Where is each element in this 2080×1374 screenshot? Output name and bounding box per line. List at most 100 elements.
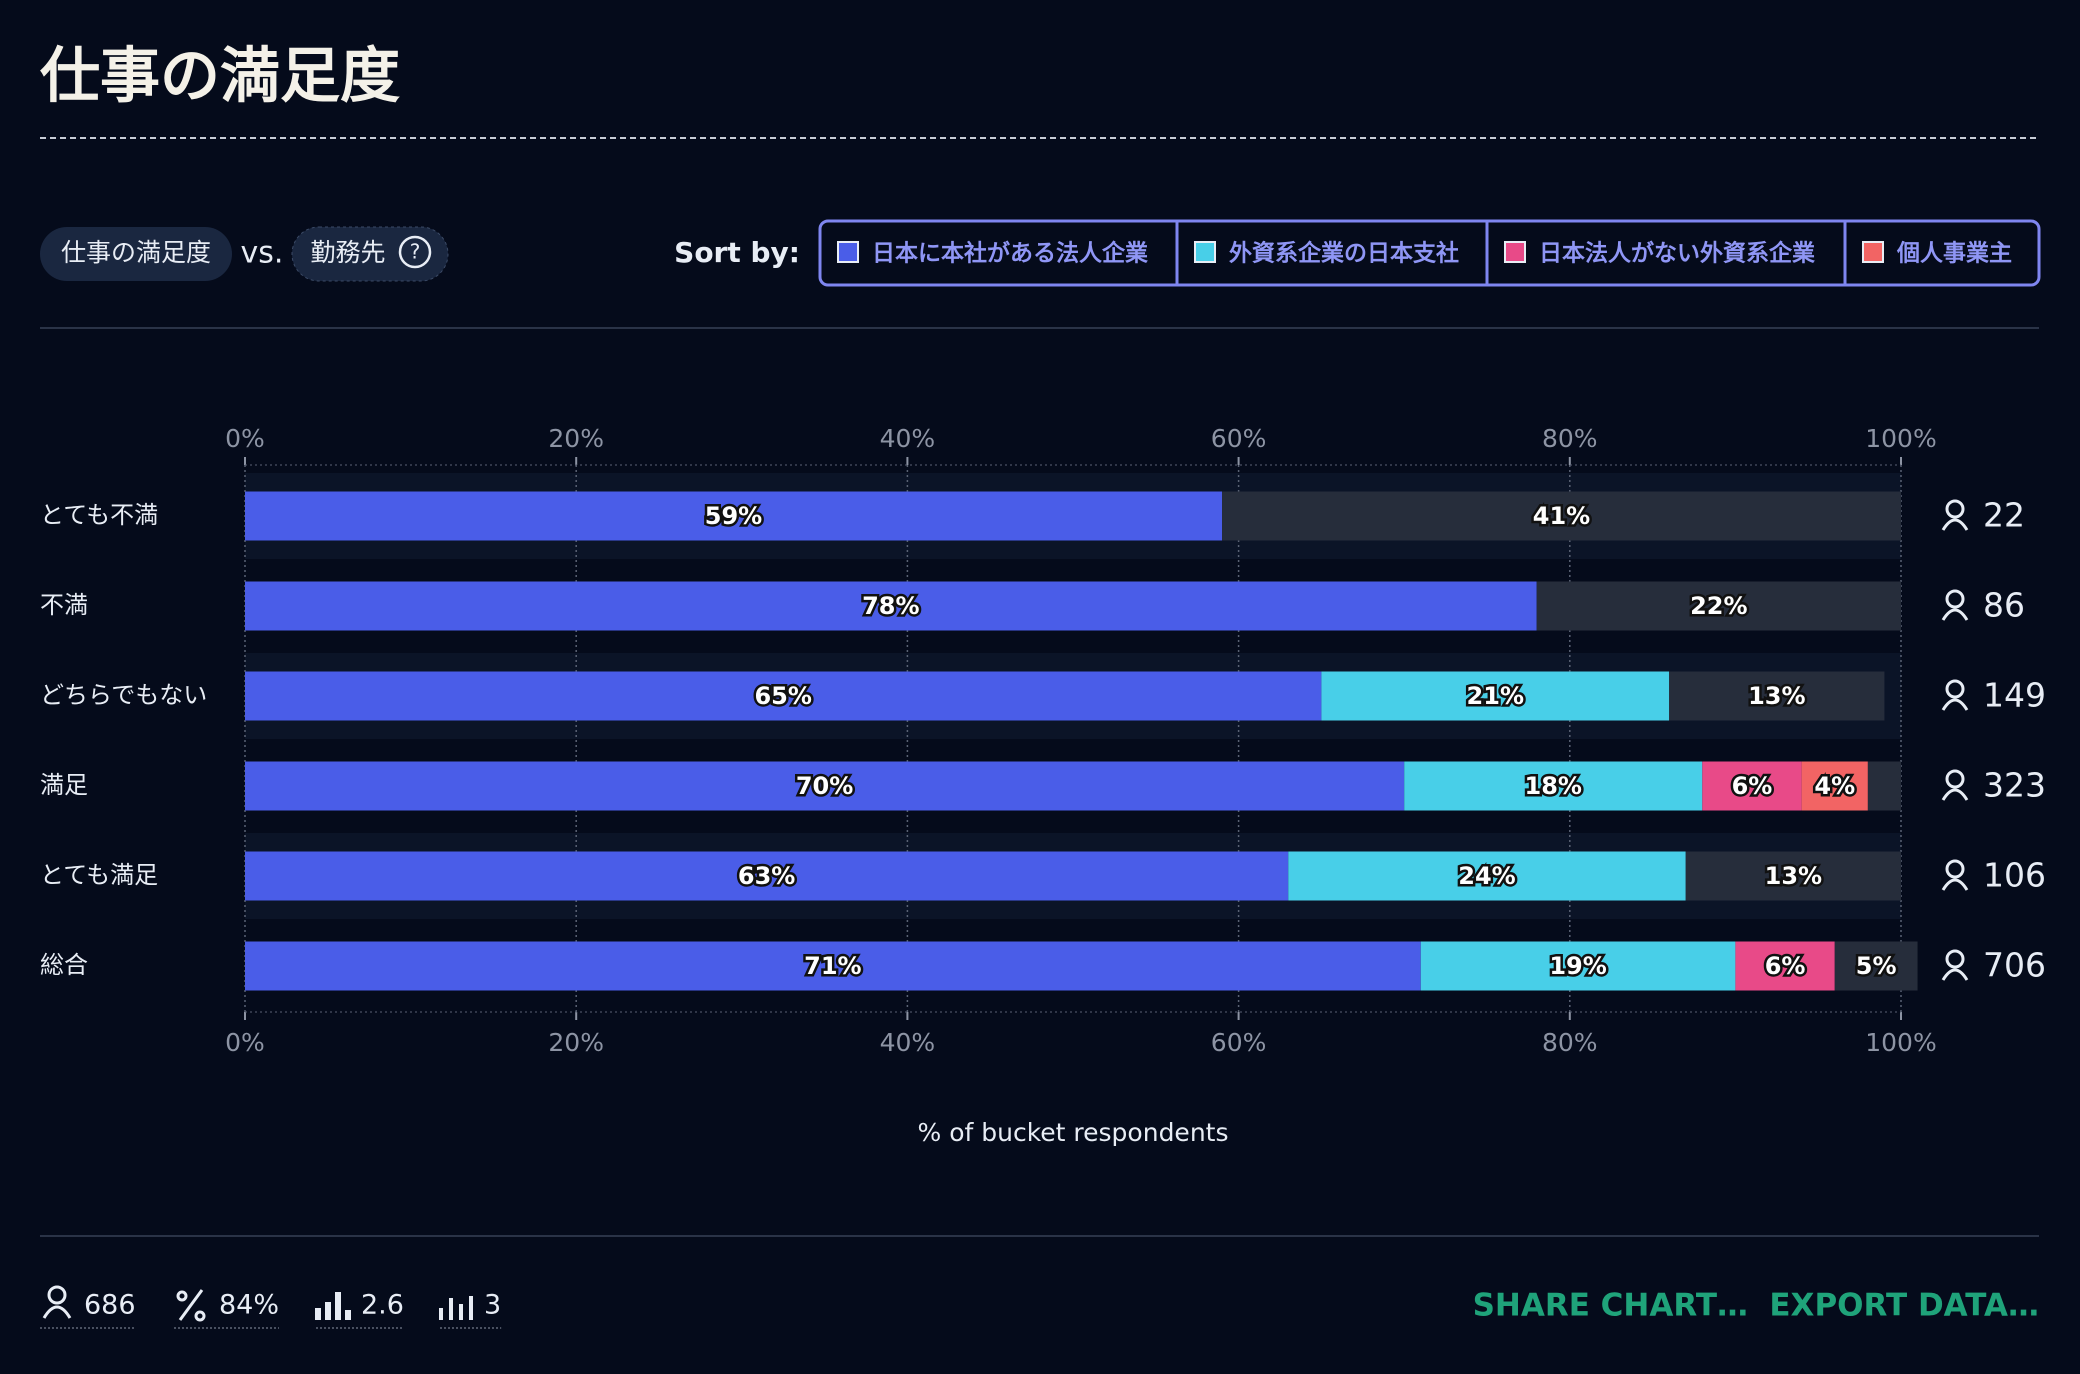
x-axis-title: % of bucket respondents bbox=[918, 1118, 1229, 1147]
bar-segment bbox=[1404, 761, 1703, 811]
y-tick-label: 総合 bbox=[40, 951, 88, 979]
x-tick-label-bottom: 40% bbox=[880, 1028, 936, 1057]
person-icon bbox=[1941, 878, 1969, 891]
data-label: 13% bbox=[1765, 862, 1822, 890]
footer-stat[interactable]: 2.6 bbox=[361, 1290, 404, 1321]
pill-text: 仕事の満足度 bbox=[61, 238, 211, 267]
x-tick-label-top: 100% bbox=[1865, 424, 1936, 453]
footer-stat[interactable]: 3 bbox=[484, 1290, 501, 1321]
respondent-count: 22 bbox=[1983, 496, 2025, 535]
bar-segment bbox=[1321, 671, 1670, 721]
y-tick-label: 不満 bbox=[40, 591, 88, 619]
footer-icons bbox=[42, 1285, 473, 1322]
data-label: 6% bbox=[1732, 772, 1773, 800]
bar-segment bbox=[245, 491, 1223, 541]
x-tick-label-top: 40% bbox=[880, 424, 936, 453]
pill[interactable] bbox=[40, 227, 232, 281]
person-icon bbox=[1945, 499, 1965, 519]
data-label: 24% bbox=[1458, 862, 1515, 890]
page-title: 仕事の満足度 bbox=[40, 42, 400, 112]
help-icon-mark: ? bbox=[410, 240, 421, 264]
respondent-count: 106 bbox=[1983, 856, 2046, 895]
x-tick-label-top: 20% bbox=[548, 424, 604, 453]
data-label: 19% bbox=[1549, 952, 1606, 980]
data-label: 78% bbox=[862, 592, 919, 620]
person-icon bbox=[1941, 518, 1969, 531]
x-tick-label-top: 60% bbox=[1211, 424, 1267, 453]
bar-segment bbox=[245, 671, 1322, 721]
bar-segment bbox=[1834, 941, 1918, 991]
bar-segment bbox=[1867, 761, 1901, 811]
bar-segment bbox=[1288, 851, 1686, 901]
bar-segment bbox=[245, 851, 1289, 901]
share-button[interactable]: SHARE CHART… bbox=[1473, 1288, 1748, 1324]
footer-stat[interactable]: 686 bbox=[84, 1290, 136, 1321]
legend-swatch[interactable] bbox=[837, 241, 859, 263]
bar-segment bbox=[1685, 851, 1901, 901]
bar-segment bbox=[1669, 671, 1885, 721]
bar-segment bbox=[1420, 941, 1736, 991]
data-label: 6% bbox=[1765, 952, 1806, 980]
footer-stat[interactable]: 84% bbox=[219, 1290, 279, 1321]
person-icon bbox=[1945, 589, 1965, 609]
pill-text: 勤務先 bbox=[310, 238, 385, 267]
bar-segment bbox=[1801, 761, 1868, 811]
legend-swatch[interactable] bbox=[1194, 241, 1216, 263]
data-label: 71% bbox=[804, 952, 861, 980]
y-tick-label: とても不満 bbox=[40, 501, 158, 529]
data-label: 22% bbox=[1690, 592, 1747, 620]
bar-segment bbox=[1536, 581, 1901, 631]
data-label: 70% bbox=[796, 772, 853, 800]
sort-label: Sort by: bbox=[674, 236, 800, 269]
x-tick-label-top: 80% bbox=[1542, 424, 1598, 453]
help-icon[interactable] bbox=[398, 235, 432, 269]
x-tick-label-bottom: 100% bbox=[1865, 1028, 1936, 1057]
data-label: 13% bbox=[1748, 682, 1805, 710]
person-icon bbox=[1941, 968, 1969, 981]
respondent-count: 149 bbox=[1983, 676, 2046, 715]
x-tick-label-top: 0% bbox=[225, 424, 265, 453]
data-label: 63% bbox=[738, 862, 795, 890]
y-tick-label: 満足 bbox=[40, 771, 88, 799]
bar-segment bbox=[1222, 491, 1901, 541]
bar-segment bbox=[245, 761, 1405, 811]
person-icon bbox=[1941, 698, 1969, 711]
data-label: 41% bbox=[1533, 502, 1590, 530]
person-icon bbox=[1945, 859, 1965, 879]
x-tick-label-bottom: 0% bbox=[225, 1028, 265, 1057]
export-button[interactable]: EXPORT DATA… bbox=[1769, 1288, 2039, 1324]
sort-group bbox=[818, 219, 2041, 287]
vs-text: vs. bbox=[241, 236, 284, 271]
bar-segment bbox=[245, 581, 1537, 631]
data-label: 5% bbox=[1856, 952, 1897, 980]
bar-segment bbox=[1702, 761, 1802, 811]
person-icon bbox=[1945, 679, 1965, 699]
y-tick-label: どちらでもない bbox=[40, 681, 207, 709]
pill[interactable] bbox=[291, 226, 449, 282]
data-label: 65% bbox=[754, 682, 811, 710]
person-icon bbox=[1945, 769, 1965, 789]
data-label: 18% bbox=[1525, 772, 1582, 800]
respondent-count: 86 bbox=[1983, 586, 2025, 625]
bar-segment bbox=[1735, 941, 1835, 991]
person-icon bbox=[1945, 949, 1965, 969]
x-tick-label-bottom: 80% bbox=[1542, 1028, 1598, 1057]
x-tick-label-bottom: 60% bbox=[1211, 1028, 1267, 1057]
respondent-count: 706 bbox=[1983, 946, 2046, 985]
x-tick-label-bottom: 20% bbox=[548, 1028, 604, 1057]
data-label: 4% bbox=[1814, 772, 1855, 800]
person-icon bbox=[1941, 608, 1969, 621]
legend-label[interactable]: 外資系企業の日本支社 bbox=[1229, 240, 1459, 267]
legend-label[interactable]: 個人事業主 bbox=[1896, 240, 2012, 267]
data-label: 21% bbox=[1467, 682, 1524, 710]
bar-segment bbox=[245, 941, 1421, 991]
y-tick-label: とても満足 bbox=[40, 861, 158, 889]
respondent-count: 323 bbox=[1983, 766, 2046, 805]
legend-label[interactable]: 日本法人がない外資系企業 bbox=[1539, 240, 1816, 267]
legend-swatch[interactable] bbox=[1504, 241, 1526, 263]
legend-label[interactable]: 日本に本社がある法人企業 bbox=[872, 240, 1149, 267]
data-label: 59% bbox=[705, 502, 762, 530]
legend-swatch[interactable] bbox=[1862, 241, 1884, 263]
